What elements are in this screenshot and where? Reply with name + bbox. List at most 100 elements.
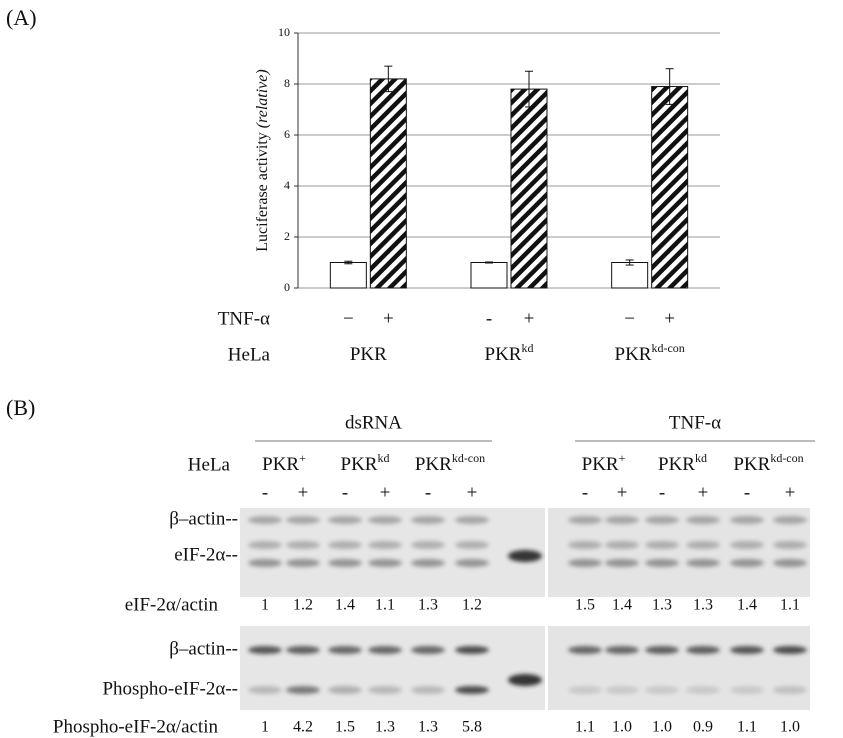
ratio-value: 1.0 [780,719,800,736]
blot-band [328,686,362,694]
lane-sign: + [467,482,478,503]
lane-sign: + [617,482,628,503]
y-tick-label: 8 [284,76,290,90]
category-name-sup: kd [521,341,533,355]
y-axis-title: Luciferase activity(relative) [254,69,271,251]
lane-sign: - [659,482,665,503]
marker-band [508,550,542,562]
treatment-header: dsRNA [345,412,402,433]
blot [240,626,545,710]
category-name: PKRkd [485,341,534,365]
category-name-base: PKR [615,344,652,365]
lane-group-base: PKR [262,454,299,475]
ratio-value: 1.0 [652,719,672,736]
blot [548,626,810,710]
blot-band [411,646,445,654]
lane-sign: - [744,482,750,503]
blot-band [605,646,639,654]
lane-group-sup: kd-con [452,451,485,465]
blot-band [248,559,282,567]
lane-group-sup: + [619,451,626,465]
lane-sign: - [262,482,268,503]
blot-band [645,516,679,524]
bar [330,263,366,289]
lane-group: PKRkd-con [733,451,803,475]
blot-band [328,646,362,654]
lane-group: PKRkd [341,451,390,475]
ratio-value: 1.1 [575,719,595,736]
blot-band [773,516,807,524]
y-axis-title-italic: (relative) [254,69,271,128]
blot-band [455,646,489,654]
blot-band [686,646,720,654]
ratio-value: 1.3 [418,597,438,614]
lane-group: PKRkd [658,451,707,475]
blot-band [328,559,362,567]
y-tick-label: 6 [284,127,290,141]
treatment-sign: + [664,308,675,329]
treatment-sign: - [486,308,492,329]
figure: (A) (B) 0246810Luciferase activity(relat… [0,0,843,738]
ratio-value: 1.3 [375,719,395,736]
blot-band [730,646,764,654]
blot-band [568,541,602,549]
blot-band [368,646,402,654]
blot-band [568,686,602,694]
blot-band [248,541,282,549]
blot-band [455,559,489,567]
ratio-value: 1.4 [612,597,632,614]
lane-sign: + [298,482,309,503]
treatment-sign: + [524,308,535,329]
blot-band [368,686,402,694]
cell-label: HeLa [188,454,231,475]
lane-group-base: PKR [582,454,619,475]
ratio-value: 1.1 [737,719,757,736]
blot-band [730,686,764,694]
ratio-value: 5.8 [462,719,482,736]
blot-band [730,541,764,549]
ratio-value: 1 [261,719,269,736]
blot-band [645,686,679,694]
blot-band [773,541,807,549]
blot-band [645,559,679,567]
blot-band [286,646,320,654]
y-tick-label: 10 [278,25,290,39]
ratio-value: 1.3 [652,597,672,614]
lane-sign: + [698,482,709,503]
blot-band [286,541,320,549]
lane-group: PKR+ [582,451,626,475]
blot-band [686,541,720,549]
ratio-label: Phospho-eIF-2α/actin [53,716,219,737]
category-name-base: PKR [350,344,387,365]
blot-band [368,541,402,549]
treatment-label: TNF-α [218,308,270,329]
blot-band [411,686,445,694]
blot-band [411,516,445,524]
treatment-sign: + [383,308,394,329]
blot-band [773,559,807,567]
blot-band [730,516,764,524]
lane-group-sup: kd [695,451,707,465]
treatment-sign: − [624,308,635,329]
category-label: HeLa [228,344,271,365]
y-tick-label: 0 [284,280,290,294]
ratio-value: 1.0 [612,719,632,736]
bar [511,89,547,288]
ratio-value: 1.3 [693,597,713,614]
lane-sign: - [342,482,348,503]
blot-row-label: eIF-2α-- [174,544,238,565]
blot-band [328,541,362,549]
lane-group-base: PKR [415,454,452,475]
lane-sign: + [785,482,796,503]
blot-band [455,541,489,549]
lane-group-sup: kd-con [770,451,803,465]
blot-band [773,686,807,694]
treatment-header: TNF-α [669,412,721,433]
bar [370,79,406,288]
category-name: PKRkd-con [615,341,685,365]
ratio-value: 0.9 [693,719,713,736]
lane-group-base: PKR [341,454,378,475]
ratio-value: 1.3 [418,719,438,736]
blot-band [286,559,320,567]
blot-band [328,516,362,524]
